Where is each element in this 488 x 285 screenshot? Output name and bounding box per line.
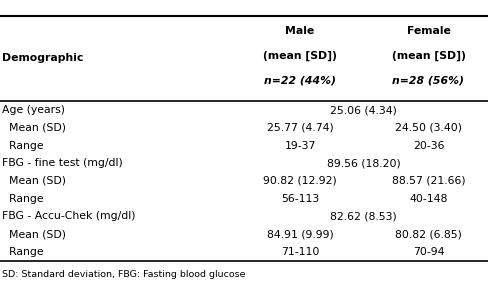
- Text: 25.06 (4.34): 25.06 (4.34): [330, 105, 397, 115]
- Text: 89.56 (18.20): 89.56 (18.20): [326, 158, 401, 168]
- Text: Demographic: Demographic: [2, 53, 84, 64]
- Text: 20-36: 20-36: [413, 141, 444, 150]
- Text: 88.57 (21.66): 88.57 (21.66): [392, 176, 465, 186]
- Text: Male: Male: [285, 27, 315, 36]
- Text: 82.62 (8.53): 82.62 (8.53): [330, 211, 397, 221]
- Text: SD: Standard deviation, FBG: Fasting blood glucose: SD: Standard deviation, FBG: Fasting blo…: [2, 270, 246, 279]
- Text: FBG - fine test (mg/dl): FBG - fine test (mg/dl): [2, 158, 123, 168]
- Text: Range: Range: [2, 194, 44, 204]
- Text: Mean (SD): Mean (SD): [2, 229, 66, 239]
- Text: FBG - Accu-Chek (mg/dl): FBG - Accu-Chek (mg/dl): [2, 211, 136, 221]
- Text: 56-113: 56-113: [281, 194, 319, 204]
- Text: Range: Range: [2, 141, 44, 150]
- Text: 90.82 (12.92): 90.82 (12.92): [263, 176, 337, 186]
- Text: Age (years): Age (years): [2, 105, 65, 115]
- Text: 40-148: 40-148: [409, 194, 447, 204]
- Text: Mean (SD): Mean (SD): [2, 176, 66, 186]
- Text: 80.82 (6.85): 80.82 (6.85): [395, 229, 462, 239]
- Text: n=22 (44%): n=22 (44%): [264, 76, 336, 86]
- Text: n=28 (56%): n=28 (56%): [392, 76, 465, 86]
- Text: 19-37: 19-37: [285, 141, 316, 150]
- Text: 70-94: 70-94: [413, 247, 444, 257]
- Text: (mean [SD]): (mean [SD]): [391, 51, 466, 61]
- Text: (mean [SD]): (mean [SD]): [263, 51, 337, 61]
- Text: Mean (SD): Mean (SD): [2, 123, 66, 133]
- Text: 25.77 (4.74): 25.77 (4.74): [267, 123, 333, 133]
- Text: Female: Female: [407, 27, 450, 36]
- Text: 71-110: 71-110: [281, 247, 319, 257]
- Text: 84.91 (9.99): 84.91 (9.99): [267, 229, 333, 239]
- Text: 24.50 (3.40): 24.50 (3.40): [395, 123, 462, 133]
- Text: Range: Range: [2, 247, 44, 257]
